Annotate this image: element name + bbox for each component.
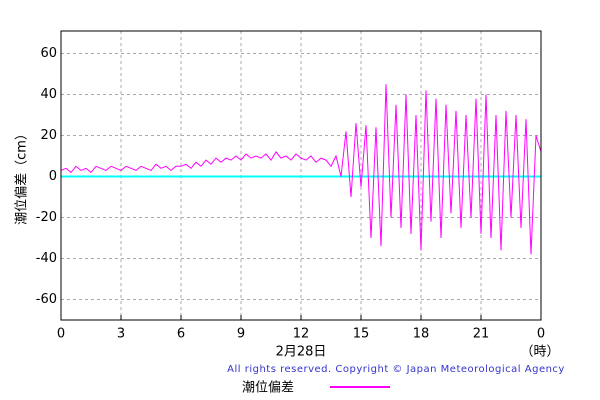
x-tick-label: 18 (413, 327, 430, 342)
y-tick-label: 40 (40, 87, 57, 102)
plot-border (60, 30, 542, 321)
data-line (60, 84, 542, 255)
x-tick-label: 15 (353, 327, 370, 342)
x-tick-label: 0 (57, 327, 65, 342)
y-tick-label: -20 (36, 210, 57, 225)
y-axis-label: 潮位偏差（cm） (15, 127, 30, 225)
x-tick-label: 12 (293, 327, 310, 342)
y-tick-label: 60 (40, 46, 57, 61)
y-tick-label: 20 (40, 128, 57, 143)
copyright: All rights reserved. Copyright © Japan M… (227, 364, 565, 375)
x-tick-label: 0 (537, 327, 545, 342)
y-tick-label: 0 (49, 169, 57, 184)
x-axis-label: 2月28日 (276, 345, 327, 360)
x-tick-label: 9 (237, 327, 245, 342)
x-tick-label: 21 (473, 327, 490, 342)
legend-label: 潮位偏差 (242, 381, 294, 396)
y-tick-label: -60 (36, 292, 57, 307)
x-unit: （時） (520, 345, 559, 360)
y-tick-label: -40 (36, 251, 57, 266)
x-tick-label: 3 (117, 327, 125, 342)
x-tick-label: 6 (177, 327, 185, 342)
